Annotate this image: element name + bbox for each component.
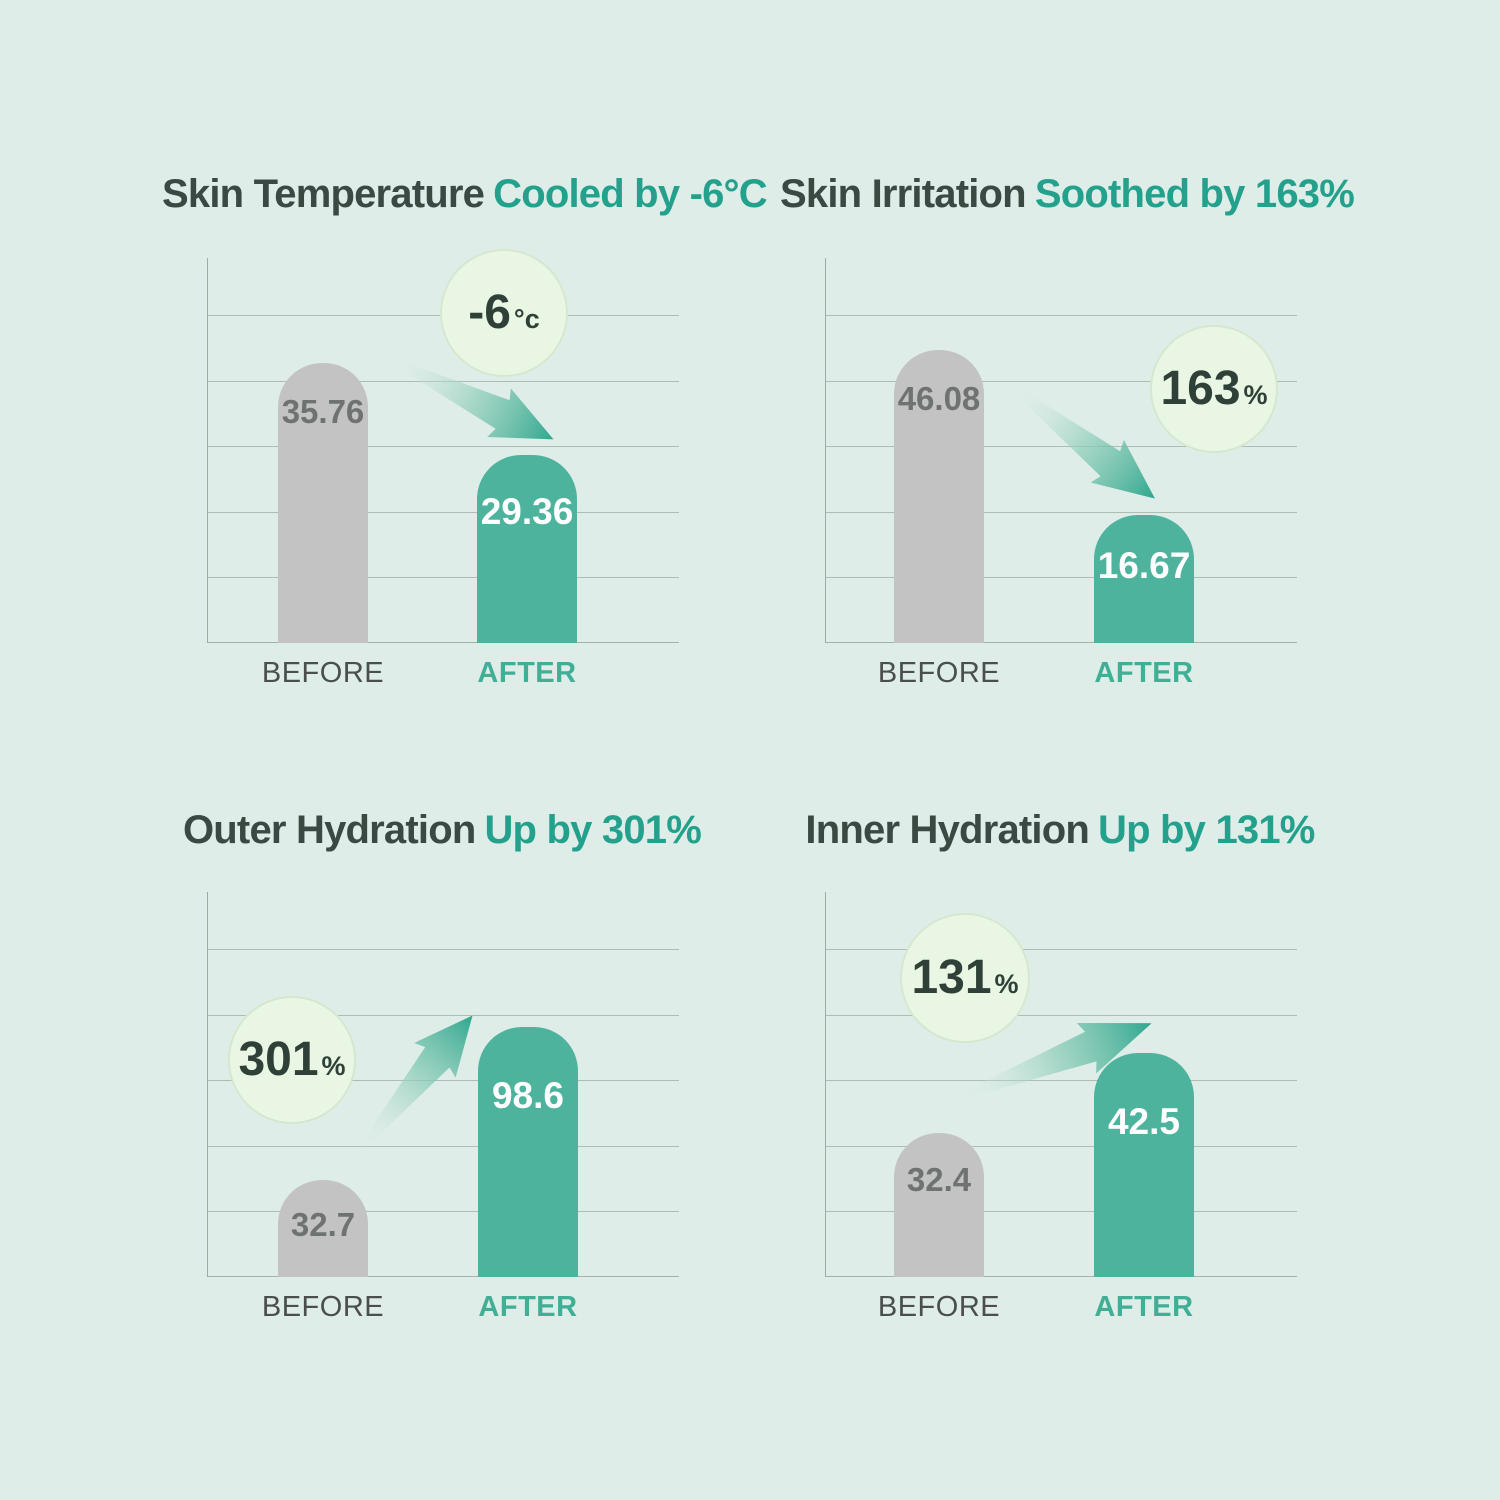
title-result: Soothed by 163% bbox=[1034, 172, 1355, 216]
category-label-after: AFTER bbox=[1094, 1291, 1194, 1323]
bar-value-after: 16.67 bbox=[1097, 545, 1191, 586]
arrow-down-icon bbox=[393, 359, 554, 440]
gridline bbox=[208, 446, 679, 447]
gridline bbox=[208, 512, 679, 513]
callout-unit: % bbox=[1243, 380, 1268, 410]
x-axis-line bbox=[826, 642, 1297, 643]
callout-value: 301 bbox=[238, 1033, 319, 1086]
x-axis-line bbox=[208, 642, 679, 643]
gridline bbox=[826, 446, 1297, 447]
plot-area: 32.4 42.5 BEFORE AFTER bbox=[825, 892, 1297, 1323]
category-label-after: AFTER bbox=[478, 1291, 578, 1323]
gridline bbox=[208, 949, 679, 950]
gridline bbox=[826, 1146, 1297, 1147]
gridline bbox=[208, 1211, 679, 1212]
bar-after: 16.67 bbox=[1094, 515, 1194, 643]
arrow-up-icon bbox=[360, 1015, 473, 1149]
plot-area: 46.08 16.67 BEFORE AFTER bbox=[825, 258, 1297, 689]
x-axis-line bbox=[208, 1276, 679, 1277]
gridline bbox=[826, 949, 1297, 950]
gridline bbox=[826, 512, 1297, 513]
gridline bbox=[826, 1080, 1297, 1081]
chart-title: Skin Irritation Soothed by 163% bbox=[780, 170, 1355, 218]
callout-unit: % bbox=[994, 969, 1019, 999]
category-label-before: BEFORE bbox=[877, 1291, 1001, 1323]
gridline bbox=[826, 315, 1297, 316]
callout-bubble: -6 °c bbox=[440, 249, 568, 377]
title-metric: Skin Irritation bbox=[780, 172, 1027, 216]
category-label-after: AFTER bbox=[1094, 657, 1194, 689]
callout-value: 131 bbox=[911, 951, 992, 1004]
bar-after: 29.36 bbox=[477, 455, 577, 643]
gridline bbox=[208, 1015, 679, 1016]
bar-before: 46.08 bbox=[894, 350, 984, 643]
bar-before: 35.76 bbox=[278, 363, 368, 643]
bar-value-after: 29.36 bbox=[480, 491, 574, 532]
bar-value-before: 32.4 bbox=[906, 1161, 972, 1198]
bar-value-before: 46.08 bbox=[897, 380, 981, 417]
gridline bbox=[208, 1146, 679, 1147]
bar-value-before: 32.7 bbox=[290, 1206, 356, 1243]
x-axis-line bbox=[826, 1276, 1297, 1277]
gridline bbox=[826, 381, 1297, 382]
gridline bbox=[208, 1080, 679, 1081]
title-result: Cooled by -6°C bbox=[493, 172, 768, 216]
title-result: Up by 301% bbox=[484, 808, 702, 852]
gridline bbox=[826, 1211, 1297, 1212]
title-metric: Inner Hydration bbox=[805, 808, 1090, 852]
plot-area: 32.7 98.6 BEFORE AFTER bbox=[207, 892, 679, 1323]
bar-after: 42.5 bbox=[1094, 1053, 1194, 1277]
arrow-down-icon bbox=[1013, 387, 1155, 499]
bar-before: 32.7 bbox=[278, 1180, 368, 1277]
gridline bbox=[826, 577, 1297, 578]
chart-title: Skin Temperature Cooled by -6°C bbox=[162, 170, 768, 218]
callout-bubble: 163% bbox=[1150, 325, 1278, 453]
category-label-before: BEFORE bbox=[261, 1291, 385, 1323]
arrow-up-icon bbox=[960, 1022, 1152, 1100]
title-metric: Outer Hydration bbox=[182, 808, 476, 852]
callout-bubble: 131% bbox=[900, 913, 1030, 1043]
title-metric: Skin Temperature bbox=[162, 172, 485, 216]
bar-value-before: 35.76 bbox=[281, 393, 365, 430]
callout-unit: % bbox=[321, 1051, 346, 1081]
bar-value-after: 42.5 bbox=[1107, 1101, 1180, 1142]
category-label-after: AFTER bbox=[477, 657, 577, 689]
bar-before: 32.4 bbox=[894, 1133, 984, 1277]
callout-bubble: 301% bbox=[228, 996, 356, 1124]
callout-value: 163 bbox=[1160, 362, 1241, 415]
bar-value-after: 98.6 bbox=[491, 1075, 564, 1116]
chart-title: Inner Hydration Up by 131% bbox=[780, 806, 1340, 854]
category-label-before: BEFORE bbox=[877, 657, 1001, 689]
chart-title: Outer Hydration Up by 301% bbox=[162, 806, 722, 854]
title-result: Up by 131% bbox=[1098, 808, 1315, 852]
callout-value: -6 bbox=[468, 286, 511, 339]
category-label-before: BEFORE bbox=[261, 657, 385, 689]
bar-after: 98.6 bbox=[478, 1027, 578, 1277]
callout-unit: °c bbox=[513, 304, 540, 334]
plot-area: 35.76 29.36 BEFORE AFTER bbox=[207, 258, 679, 689]
gridline bbox=[826, 1015, 1297, 1016]
gridline bbox=[208, 577, 679, 578]
